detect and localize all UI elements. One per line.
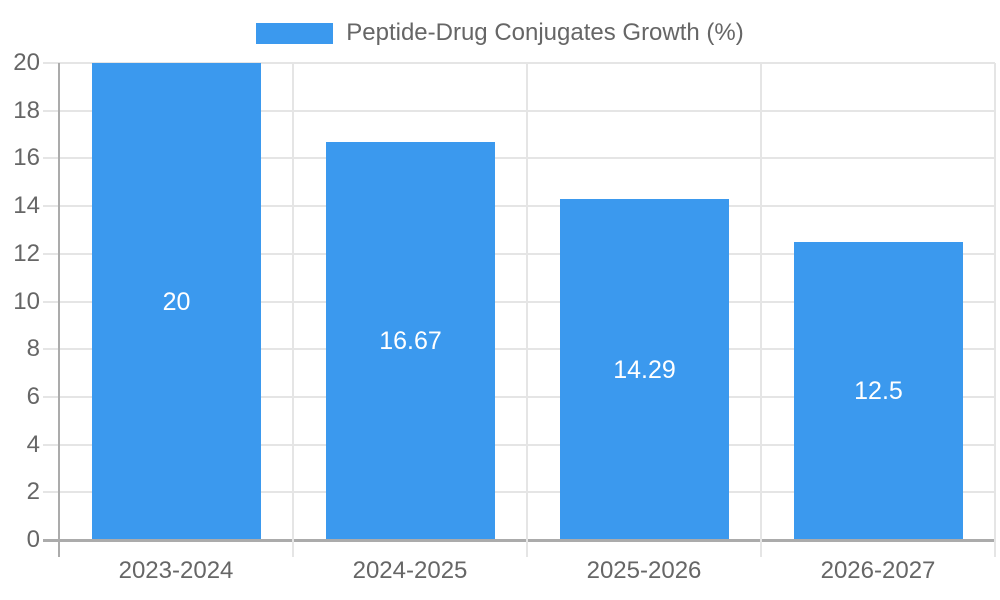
y-tick-label: 20 — [13, 49, 40, 76]
y-tick-label: 2 — [26, 478, 40, 505]
bar-value-label: 12.5 — [854, 377, 903, 405]
y-tick-label: 12 — [13, 240, 40, 267]
y-gridline — [43, 62, 995, 64]
x-tick-label: 2026-2027 — [820, 557, 936, 584]
y-gridline — [43, 301, 995, 303]
x-gridline — [994, 63, 996, 557]
y-tick-label: 16 — [13, 144, 40, 171]
bar-value-label: 20 — [162, 288, 191, 316]
chart-legend[interactable]: Peptide-Drug Conjugates Growth (%) — [0, 19, 1000, 46]
bar[interactable] — [326, 142, 495, 539]
y-tick-label: 8 — [26, 335, 40, 362]
bar[interactable] — [794, 242, 963, 539]
x-axis-line — [43, 539, 995, 542]
y-tick-label: 0 — [26, 526, 40, 553]
y-gridline — [43, 157, 995, 159]
y-gridline — [43, 110, 995, 112]
bar-value-label: 14.29 — [613, 356, 676, 384]
y-tick-label: 14 — [13, 192, 40, 219]
x-gridline — [760, 63, 762, 557]
x-gridline — [292, 63, 294, 557]
x-gridline — [526, 63, 528, 557]
x-tick-label: 2023-2024 — [118, 557, 234, 584]
x-tick-label: 2025-2026 — [586, 557, 702, 584]
y-gridline — [43, 348, 995, 350]
y-tick-label: 4 — [26, 431, 40, 458]
y-gridline — [43, 253, 995, 255]
legend-swatch-icon — [256, 22, 334, 44]
bar[interactable] — [560, 199, 729, 539]
bar[interactable] — [92, 63, 261, 539]
y-gridline — [43, 444, 995, 446]
y-gridline — [43, 205, 995, 207]
bar-value-label: 16.67 — [379, 327, 442, 355]
y-tick-label: 6 — [26, 383, 40, 410]
y-tick-label: 10 — [13, 288, 40, 315]
y-tick-label: 18 — [13, 97, 40, 124]
y-gridline — [43, 491, 995, 493]
x-tick-label: 2024-2025 — [352, 557, 468, 584]
legend-label: Peptide-Drug Conjugates Growth (%) — [346, 19, 744, 46]
y-axis-line — [58, 63, 60, 557]
y-gridline — [43, 396, 995, 398]
